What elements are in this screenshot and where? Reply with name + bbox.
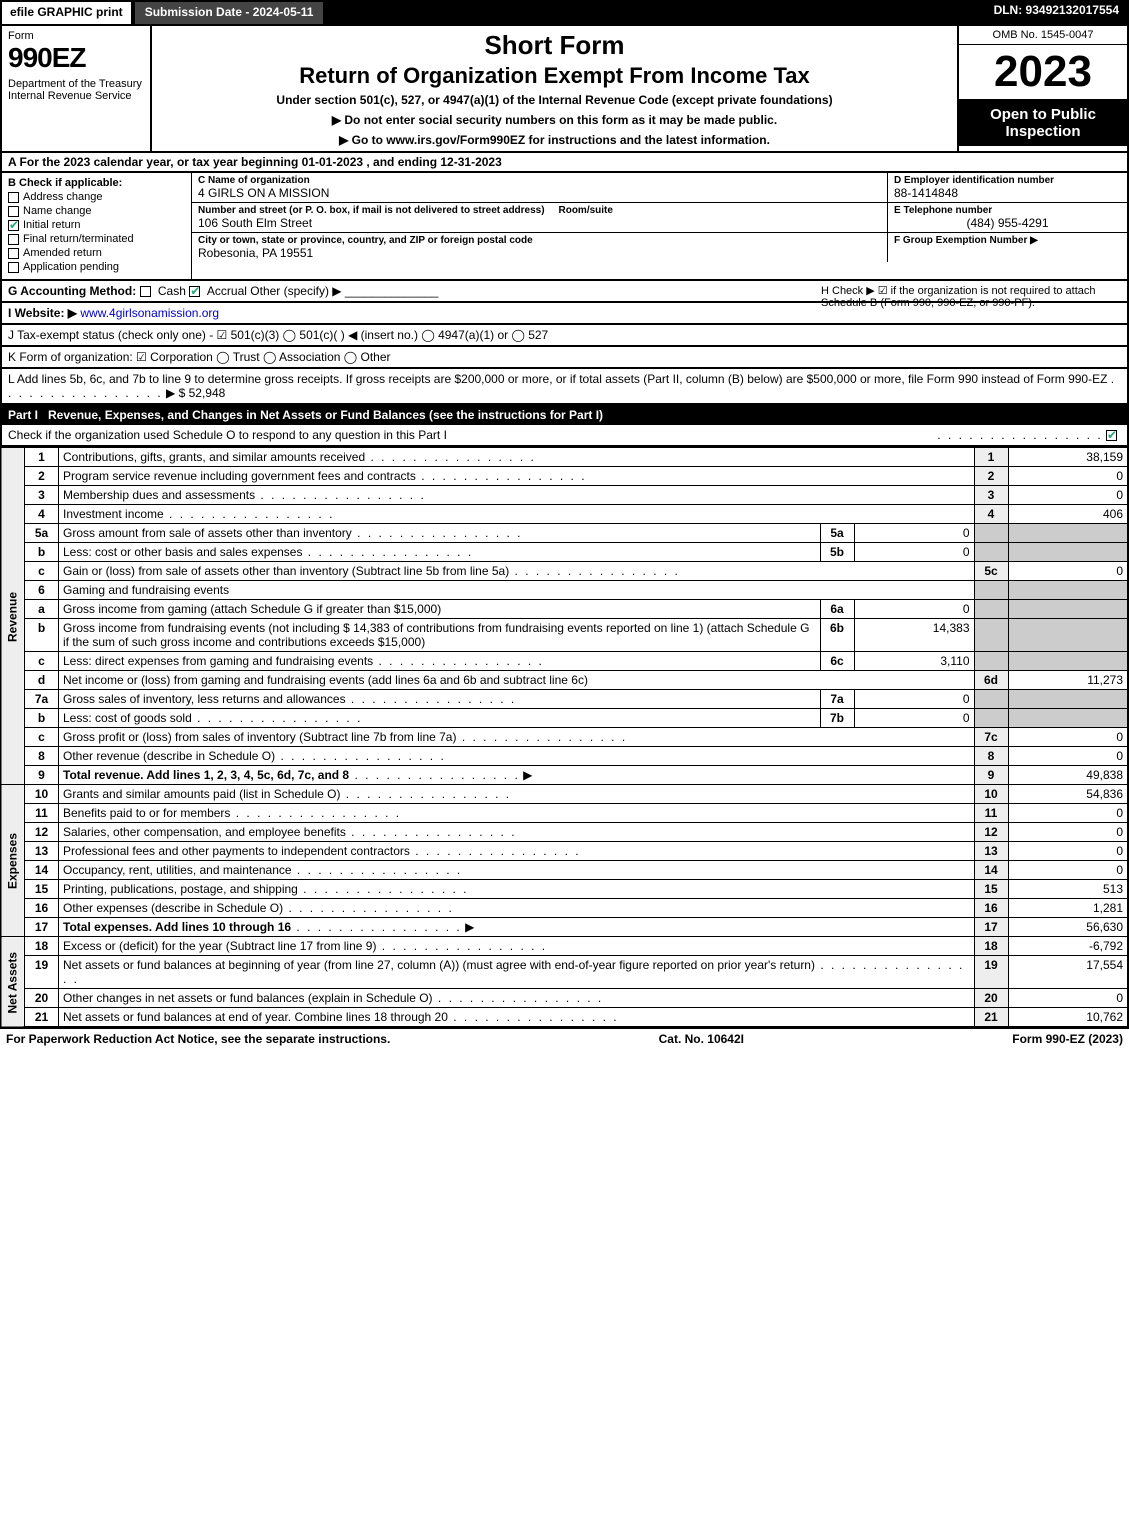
telephone: (484) 955-4291 (894, 216, 1121, 230)
street: 106 South Elm Street (198, 216, 881, 230)
row-g: H Check ▶ ☑ if the organization is not r… (0, 281, 1129, 303)
street-label: Number and street (or P. O. box, if mail… (198, 205, 545, 216)
revenue-table: Revenue 1Contributions, gifts, grants, a… (0, 447, 1129, 1028)
chk-accrual[interactable] (189, 286, 200, 297)
row-l: L Add lines 5b, 6c, and 7b to line 9 to … (0, 369, 1129, 405)
room-label: Room/suite (558, 205, 612, 216)
chk-application-pending[interactable]: Application pending (8, 261, 185, 273)
goto-link[interactable]: ▶ Go to www.irs.gov/Form990EZ for instru… (160, 133, 949, 147)
revenue-vlabel: Revenue (1, 448, 25, 785)
chk-final-return[interactable]: Final return/terminated (8, 233, 185, 245)
chk-initial-return[interactable]: Initial return (8, 219, 185, 231)
footer-right: Form 990-EZ (2023) (1012, 1032, 1123, 1046)
org-name: 4 GIRLS ON A MISSION (198, 186, 881, 200)
b-label: B Check if applicable: (8, 177, 185, 189)
e-label: E Telephone number (894, 205, 1121, 216)
form-header: Form 990EZ Department of the Treasury In… (0, 26, 1129, 153)
department: Department of the Treasury Internal Reve… (8, 78, 144, 102)
form-number: 990EZ (8, 42, 144, 74)
dln: DLN: 93492132017554 (984, 0, 1129, 26)
chk-address-change[interactable]: Address change (8, 191, 185, 203)
topbar: efile GRAPHIC print Submission Date - 20… (0, 0, 1129, 26)
col-b: B Check if applicable: Address change Na… (2, 173, 192, 279)
footer-mid: Cat. No. 10642I (659, 1032, 744, 1046)
line-a: A For the 2023 calendar year, or tax yea… (0, 153, 1129, 173)
form-word: Form (8, 30, 144, 42)
row-k: K Form of organization: ☑ Corporation ◯ … (0, 347, 1129, 369)
city: Robesonia, PA 19551 (198, 246, 881, 260)
line-h: H Check ▶ ☑ if the organization is not r… (821, 284, 1121, 309)
omb-number: OMB No. 1545-0047 (959, 26, 1127, 45)
chk-amended-return[interactable]: Amended return (8, 247, 185, 259)
footer: For Paperwork Reduction Act Notice, see … (0, 1028, 1129, 1049)
part1-header: Part I Revenue, Expenses, and Changes in… (0, 405, 1129, 425)
tax-year: 2023 (959, 45, 1127, 100)
d-label: D Employer identification number (894, 175, 1121, 186)
website-link[interactable]: www.4girlsonamission.org (80, 306, 219, 320)
footer-left: For Paperwork Reduction Act Notice, see … (6, 1032, 390, 1046)
city-label: City or town, state or province, country… (198, 235, 881, 246)
under-section: Under section 501(c), 527, or 4947(a)(1)… (160, 93, 949, 107)
ssn-warning: ▶ Do not enter social security numbers o… (160, 113, 949, 127)
short-form-title: Short Form (160, 30, 949, 61)
expenses-vlabel: Expenses (1, 785, 25, 937)
submission-date: Submission Date - 2024-05-11 (133, 0, 326, 26)
row-j: J Tax-exempt status (check only one) - ☑… (0, 325, 1129, 347)
netassets-vlabel: Net Assets (1, 937, 25, 1028)
c-name-label: C Name of organization (198, 175, 881, 186)
chk-cash[interactable] (140, 286, 151, 297)
f-label: F Group Exemption Number ▶ (894, 235, 1121, 246)
chk-schedule-o[interactable] (1106, 430, 1117, 441)
section-bcdef: B Check if applicable: Address change Na… (0, 173, 1129, 281)
efile-print-button[interactable]: efile GRAPHIC print (0, 0, 133, 26)
open-to-public: Open to Public Inspection (959, 100, 1127, 146)
part1-check-o: Check if the organization used Schedule … (0, 425, 1129, 447)
return-title: Return of Organization Exempt From Incom… (160, 63, 949, 89)
line1-amt: 38,159 (1008, 448, 1128, 467)
ein: 88-1414848 (894, 186, 1121, 200)
chk-name-change[interactable]: Name change (8, 205, 185, 217)
